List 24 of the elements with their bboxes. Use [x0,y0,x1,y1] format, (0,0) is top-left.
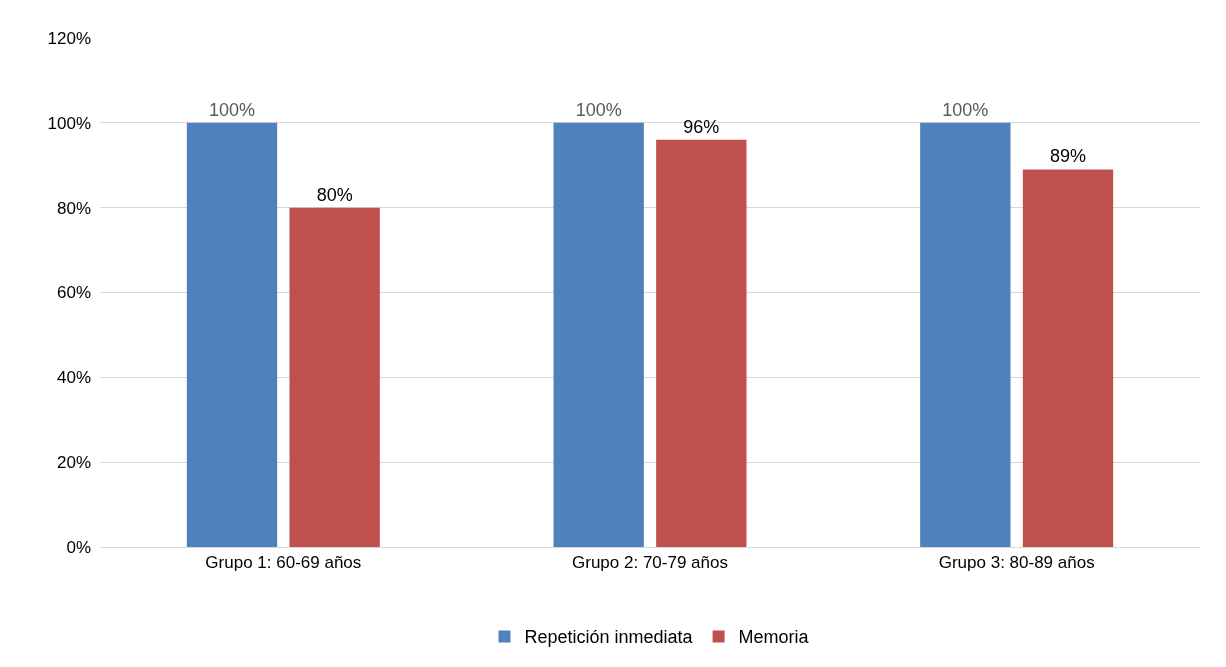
y-tick-label: 40% [56,368,91,388]
data-label: 80% [316,184,353,205]
data-label: 100% [575,99,622,120]
x-tick-label: Grupo 3: 80-89 años [938,553,1095,573]
y-tick-label: 20% [56,453,91,473]
data-label: 89% [1049,146,1087,167]
data-label: 100% [942,99,989,120]
bar [1022,169,1114,547]
y-tick-label: 60% [56,283,91,303]
bar [289,207,380,547]
bar [920,122,1011,547]
y-tick-label: 100% [47,113,91,133]
y-tick-label: 80% [56,198,91,218]
x-tick-label: Grupo 1: 60-69 años [205,553,362,573]
legend-label: Memoria [738,627,810,648]
data-label: 100% [208,99,256,120]
bar [186,122,278,547]
legend-label: Repetición inmediata [524,627,694,648]
y-tick-label: 120% [47,28,91,48]
x-tick-label: Grupo 2: 70-79 años [572,553,728,573]
data-label: 96% [683,116,720,137]
bar [553,122,644,547]
bar [656,139,747,547]
y-tick-label: 0% [66,537,91,557]
